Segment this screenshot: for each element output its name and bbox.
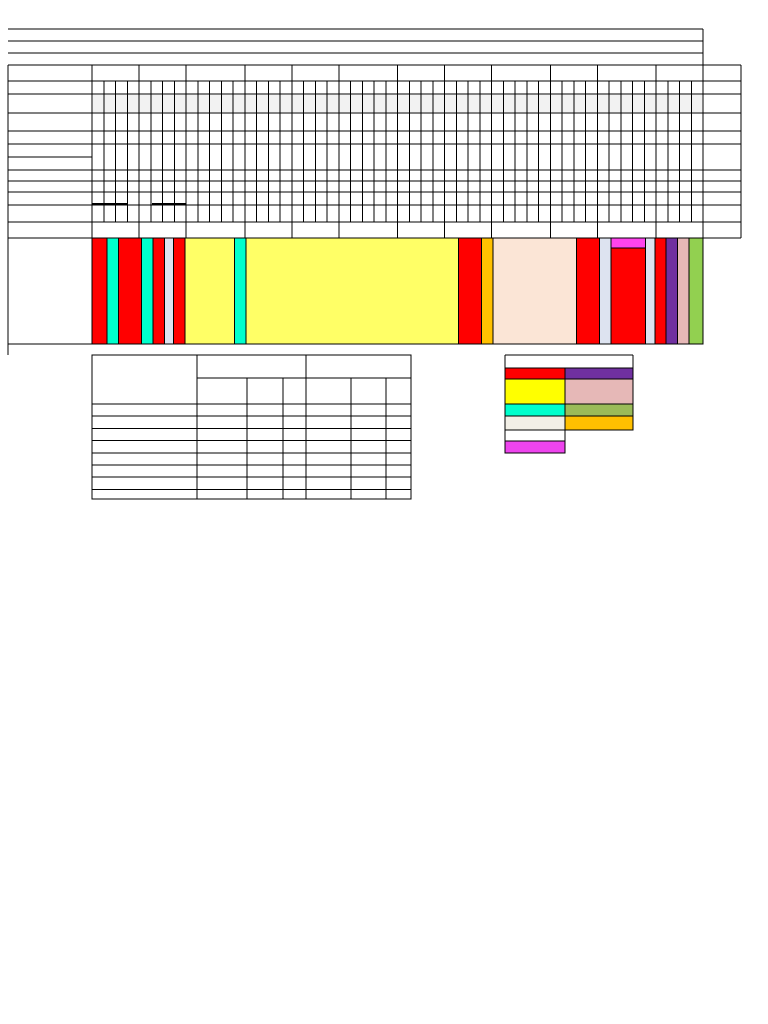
- schedule-bar: [233, 237, 247, 345]
- schedule-bar: [173, 237, 186, 345]
- schedule-bar: [480, 237, 494, 345]
- schedule-bar-cap: [610, 237, 647, 249]
- schedule-bar: [599, 237, 612, 345]
- schedule-bar: [492, 237, 578, 345]
- schedule-bar: [152, 237, 165, 345]
- legend-swatch: [504, 440, 566, 454]
- schedule-bar: [645, 237, 656, 345]
- schedule-bar: [106, 237, 119, 345]
- legend-swatch: [504, 415, 566, 431]
- schedule-bar: [688, 237, 704, 345]
- schedule-bar: [184, 237, 235, 345]
- legend-swatch: [564, 403, 634, 417]
- legend-swatch: [504, 429, 566, 442]
- schedule-bar: [654, 237, 667, 345]
- legend-swatch: [564, 367, 634, 380]
- legend-swatch: [564, 378, 634, 405]
- legend-swatch: [504, 367, 566, 380]
- schedule-bar: [91, 237, 108, 345]
- schedule-bar: [163, 237, 175, 345]
- summary-table-border: [91, 354, 412, 500]
- legend-swatch: [504, 378, 566, 405]
- schedule-bar: [576, 237, 601, 345]
- legend-swatch: [504, 403, 566, 417]
- schedule-bar: [665, 237, 679, 345]
- schedule-bar: [117, 237, 142, 345]
- schedule-bar: [457, 237, 482, 345]
- legend-swatch: [564, 415, 634, 431]
- schedule-bar: [677, 237, 690, 345]
- schedule-bar: [140, 237, 154, 345]
- schedule-bar: [245, 237, 459, 345]
- schedule-bar: [610, 237, 647, 345]
